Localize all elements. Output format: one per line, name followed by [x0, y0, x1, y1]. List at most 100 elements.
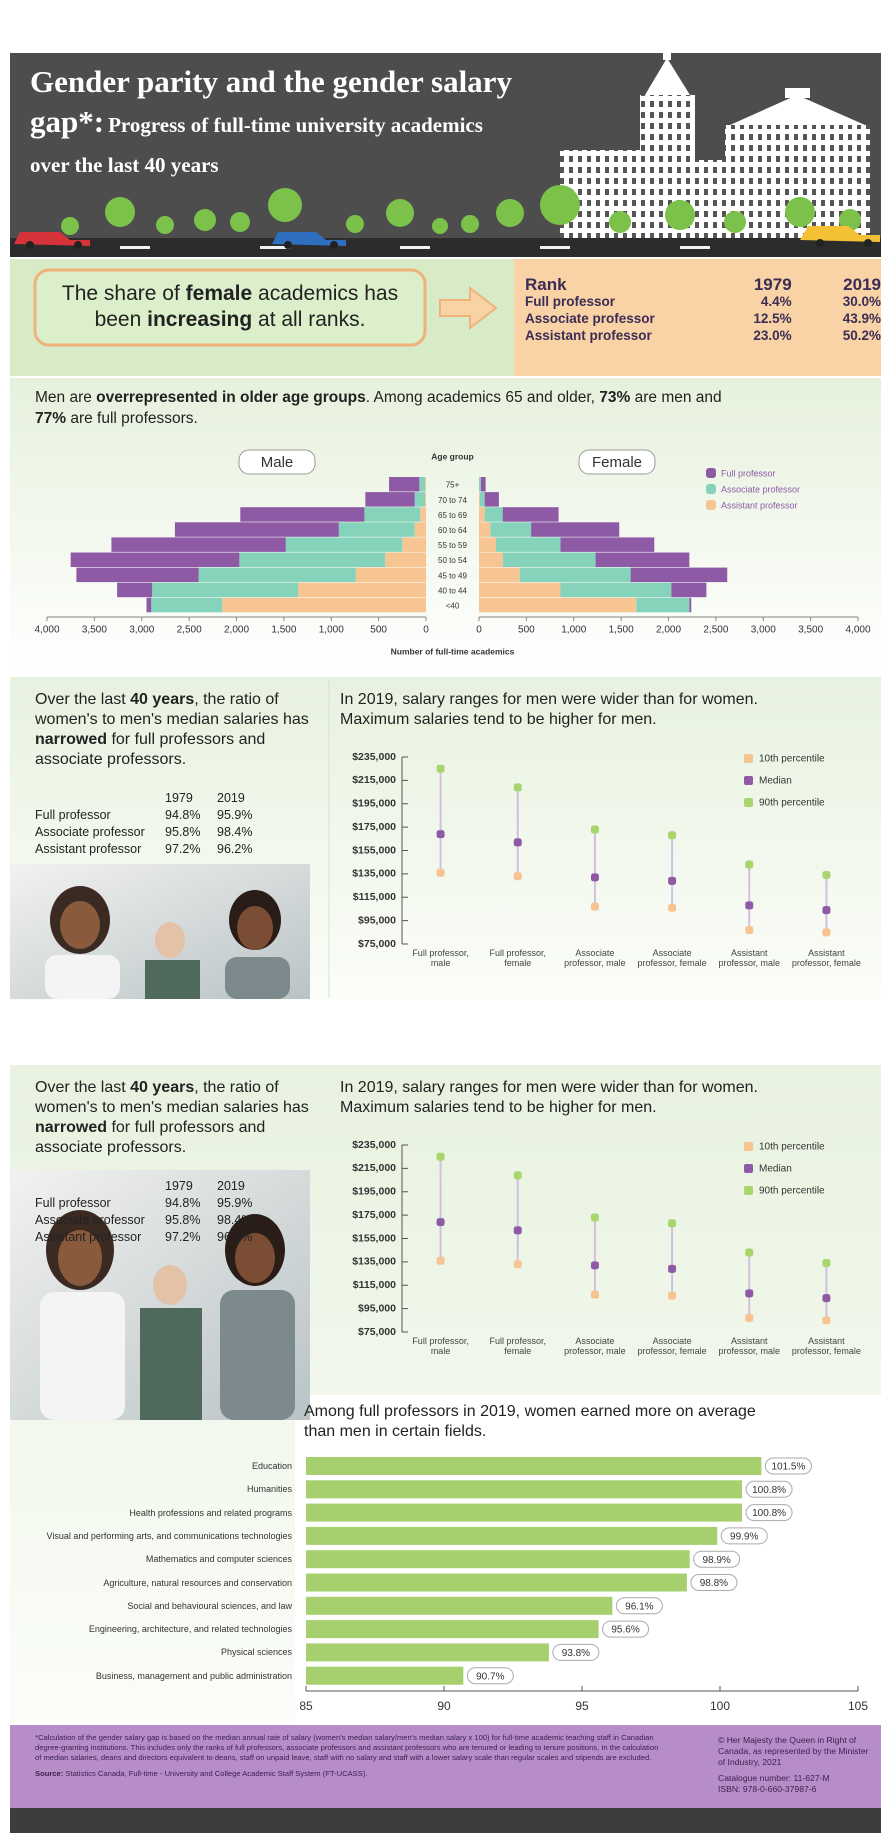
dot: [436, 1218, 445, 1227]
age-label: 50 to 54: [438, 556, 467, 565]
x-tick-label: Associate professor, male: [564, 948, 626, 968]
dot: [822, 1259, 831, 1268]
dot: [822, 1294, 831, 1303]
pyramid-bar: [671, 582, 707, 598]
pyramid-bar: [689, 597, 692, 613]
y-tick-label: $95,000: [358, 914, 396, 926]
cell: 97.2%: [165, 1230, 201, 1244]
table: 1979 2019 Full professor 94.8% 95.9% Associat…: [35, 1178, 269, 1246]
isbn: ISBN: 978-0-660-37987-6: [718, 1784, 817, 1794]
cell: 95.8%: [165, 825, 201, 839]
title: Gender parity and the gender salary gap*…: [30, 64, 512, 139]
footer-right: © Her Majesty the Queen in Right of Cana…: [718, 1735, 873, 1795]
dot: [513, 1260, 522, 1269]
photo-2: [10, 1170, 310, 1420]
pyramid-bar: [519, 567, 631, 583]
ratio-text: Over the last 40 years, the ratio of wom…: [35, 690, 320, 770]
x-tick-label: 3,000: [751, 625, 776, 636]
pyramid-bar: [560, 537, 655, 552]
bar: [306, 1666, 464, 1685]
header-row: 1979 2019: [35, 1178, 269, 1195]
age-label: 55 to 59: [438, 541, 467, 550]
legend-label: 10th percentile: [759, 754, 825, 765]
dot: [668, 903, 677, 912]
x-tick-label: 2,000: [656, 625, 681, 636]
x-tick-label: 1,000: [319, 625, 344, 636]
value-box: [745, 1504, 793, 1522]
value-box: [764, 1457, 812, 1475]
x-tick-label: 2,500: [703, 625, 728, 636]
text-run: for full professors and associate profes…: [35, 1119, 266, 1156]
legend-swatch: [744, 776, 753, 785]
legend-swatch: [744, 1186, 753, 1195]
legend-label: 90th percentile: [759, 798, 825, 809]
pyramid-bar: [479, 597, 637, 613]
age-label: 70 to 74: [438, 496, 467, 505]
text-run: 40 years: [130, 1079, 195, 1096]
dot: [436, 1256, 445, 1265]
age-label: 45 to 49: [438, 571, 467, 580]
pyramid-bar: [76, 567, 199, 583]
value-box: [693, 1550, 741, 1568]
cell: 95.9%: [217, 1196, 253, 1210]
dot: [745, 901, 754, 910]
row: Associate professor 95.8% 98.4%: [35, 1212, 269, 1229]
y-tick-label-text: Business, management and public administ…: [95, 1670, 292, 1681]
pyramid-bar: [419, 477, 426, 492]
table: Rank 1979 2019 Full professor 4.4% 30.0% Assoc…: [525, 276, 881, 344]
dot: [745, 1248, 754, 1257]
x-tick-label: 3,500: [798, 625, 823, 636]
value-box: [602, 1620, 650, 1638]
text-run: are men and: [630, 389, 722, 406]
x-tick-label-text: Assistant professor, male: [718, 948, 781, 968]
dot: [590, 902, 599, 911]
dot: [745, 925, 754, 934]
pyramid-bar: [420, 507, 426, 522]
text-run: 77%: [35, 410, 67, 427]
dot: [668, 1219, 677, 1228]
dot: [513, 838, 522, 847]
value-label: 100.8%: [752, 1485, 786, 1496]
x-tick-label-text: Full professor, male: [412, 948, 469, 968]
x-tick-label: Associate professor, female: [638, 948, 707, 968]
cell: 95.9%: [217, 808, 253, 822]
pyramid-bar: [490, 522, 532, 537]
value-box: [720, 1527, 768, 1545]
x-tick-label: Associate professor, female: [638, 1336, 707, 1356]
pyramid-bar: [151, 597, 223, 613]
x-tick-label: 100: [710, 1699, 730, 1713]
x-tick-label-text: Full professor, male: [412, 1336, 469, 1356]
side-label: Female: [592, 454, 642, 471]
cell: 97.2%: [165, 842, 201, 856]
cell: Associate professor: [35, 825, 145, 839]
header-cell: Rank: [525, 275, 567, 294]
salary-title: In 2019, salary ranges for men were wide…: [340, 1079, 758, 1116]
y-tick-label: Business, management and public administ…: [95, 1670, 292, 1681]
row: Full professor 94.8% 95.9%: [35, 1195, 269, 1212]
legend-label: Assistant professor: [721, 500, 798, 510]
bar: [306, 1620, 599, 1639]
y-tick-label: Social and behavioural sciences, and law: [127, 1601, 292, 1611]
bar: [306, 1596, 613, 1615]
pyramid-bar: [630, 567, 728, 583]
age-label: 40 to 44: [438, 586, 467, 595]
cell: 23.0%: [753, 328, 792, 343]
cell: 30.0%: [842, 294, 881, 309]
side-box: [238, 449, 316, 475]
y-tick-label: $235,000: [352, 751, 396, 763]
legend-label: 10th percentile: [759, 1142, 825, 1153]
value-label: 90.7%: [476, 1671, 504, 1682]
header-cell: 2019: [843, 275, 881, 294]
y-tick-label: Agriculture, natural resources and conse…: [103, 1578, 292, 1588]
dot: [668, 1264, 677, 1273]
text-run: The share of: [61, 282, 186, 305]
x-tick-label: Assistant professor, female: [792, 948, 861, 968]
cell: 95.8%: [165, 1213, 201, 1227]
legend-swatch: [744, 754, 753, 763]
header-cell: 1979: [165, 791, 193, 805]
text-run: for full professors and associate profes…: [35, 731, 266, 768]
text-run: narrowed: [35, 731, 108, 748]
x-tick-label: 1,500: [609, 625, 634, 636]
pyramid-bar: [484, 492, 499, 507]
dot: [513, 872, 522, 881]
